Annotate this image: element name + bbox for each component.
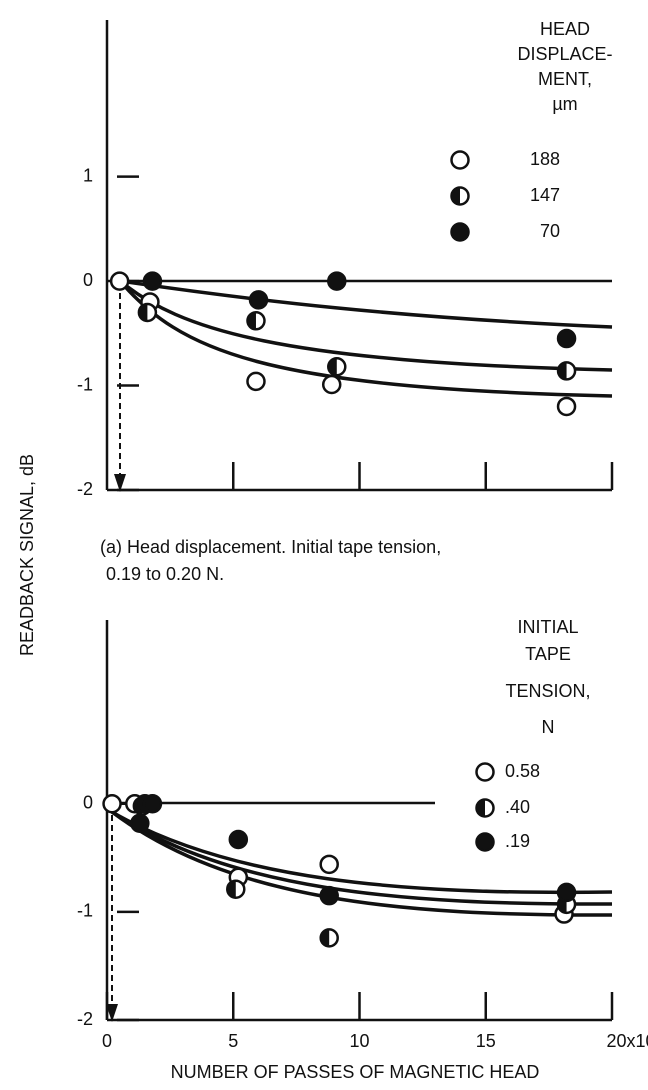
- marker-half: [328, 358, 337, 376]
- x-tick-label: 0: [102, 1031, 112, 1051]
- y-tick-label: -2: [77, 1009, 93, 1029]
- y-tick-label: 1: [83, 165, 93, 185]
- marker-circle: [319, 854, 339, 875]
- x-tick-label: 15: [476, 1031, 496, 1051]
- legend-label: 188: [530, 149, 560, 169]
- legend-marker: [475, 798, 495, 818]
- marker-circle: [228, 829, 249, 850]
- marker-circle: [142, 271, 163, 291]
- marker-circle: [450, 222, 470, 242]
- legend-label: 0.58: [505, 761, 540, 781]
- data-point: [228, 829, 249, 850]
- x-tick-label: 10: [349, 1031, 369, 1051]
- x-axis-label: NUMBER OF PASSES OF MAGNETIC HEAD: [171, 1062, 540, 1082]
- fit-curve: [118, 279, 613, 398]
- legend-marker: [450, 186, 470, 206]
- y-tick-label: -2: [77, 479, 93, 499]
- marker-circle: [450, 150, 470, 170]
- legend-title: DISPLACE-: [517, 44, 612, 64]
- marker-circle: [109, 271, 130, 291]
- data-point: [137, 302, 158, 323]
- arrow-head: [114, 474, 126, 492]
- marker-circle: [556, 882, 577, 903]
- marker-circle: [319, 885, 339, 906]
- data-point: [246, 371, 266, 392]
- data-point: [327, 357, 347, 377]
- y-axis-label: READBACK SIGNAL, dB: [17, 454, 37, 656]
- fitted-curves: [110, 279, 613, 917]
- marker-circle: [327, 271, 347, 291]
- legend-title: INITIAL: [517, 617, 578, 637]
- legend-title: TAPE: [525, 644, 571, 664]
- marker-half: [227, 880, 236, 898]
- marker-half: [247, 312, 256, 330]
- arrow-head: [106, 1004, 118, 1022]
- y-tick-label: 0: [83, 793, 93, 813]
- legend-marker: [450, 150, 470, 170]
- x-tick-label: 5: [228, 1031, 238, 1051]
- data-point: [556, 396, 577, 417]
- data-point: [556, 328, 577, 349]
- marker-half: [558, 362, 567, 380]
- fit-curve: [119, 279, 613, 329]
- data-point: [142, 794, 163, 814]
- caption: 0.19 to 0.20 N.: [106, 564, 224, 584]
- caption: (a) Head displacement. Initial tape tens…: [100, 537, 441, 557]
- fit-curve: [111, 810, 613, 906]
- data-point: [226, 879, 246, 899]
- marker-half: [476, 799, 485, 817]
- data-point: [321, 374, 342, 395]
- legend-label: .40: [505, 797, 530, 817]
- legend-marker: [475, 832, 495, 852]
- data-point: [246, 311, 266, 331]
- data-point: [109, 271, 130, 291]
- y-tick-label: -1: [77, 901, 93, 921]
- data-point: [556, 361, 577, 381]
- marker-circle: [475, 832, 495, 852]
- data-point: [130, 813, 150, 833]
- x-tick-label: 20x10³: [606, 1031, 648, 1051]
- legend-title: µm: [552, 94, 577, 114]
- marker-circle: [475, 762, 495, 782]
- fit-curve: [110, 810, 613, 917]
- y-tick-label: 0: [83, 270, 93, 290]
- legend-title: MENT,: [538, 69, 592, 89]
- marker-half: [320, 929, 330, 947]
- data-point: [142, 271, 163, 291]
- legend-marker: [475, 762, 495, 782]
- data-point: [319, 854, 339, 875]
- data-point: [248, 290, 269, 310]
- legend-label: 147: [530, 185, 560, 205]
- marker-half: [138, 303, 148, 321]
- marker-circle: [142, 794, 163, 814]
- data-point: [319, 928, 339, 948]
- marker-circle: [321, 374, 342, 395]
- data-point: [319, 885, 339, 906]
- legend-marker: [450, 222, 470, 242]
- fit-curve: [111, 810, 613, 895]
- y-tick-label: -1: [77, 374, 93, 394]
- legend-label: 70: [540, 221, 560, 241]
- data-point: [556, 882, 577, 903]
- marker-circle: [102, 794, 122, 814]
- legend-label: .19: [505, 831, 530, 851]
- arrows: [106, 283, 126, 1022]
- data-point: [102, 794, 122, 814]
- marker-circle: [248, 290, 269, 310]
- marker-circle: [130, 813, 150, 833]
- data-point: [327, 271, 347, 291]
- legend-title: HEAD: [540, 19, 590, 39]
- marker-circle: [246, 371, 266, 392]
- marker-circle: [556, 396, 577, 417]
- legend-title: N: [542, 717, 555, 737]
- legend-title: TENSION,: [505, 681, 590, 701]
- fit-curve: [118, 279, 613, 372]
- marker-circle: [556, 328, 577, 349]
- marker-half: [451, 187, 460, 205]
